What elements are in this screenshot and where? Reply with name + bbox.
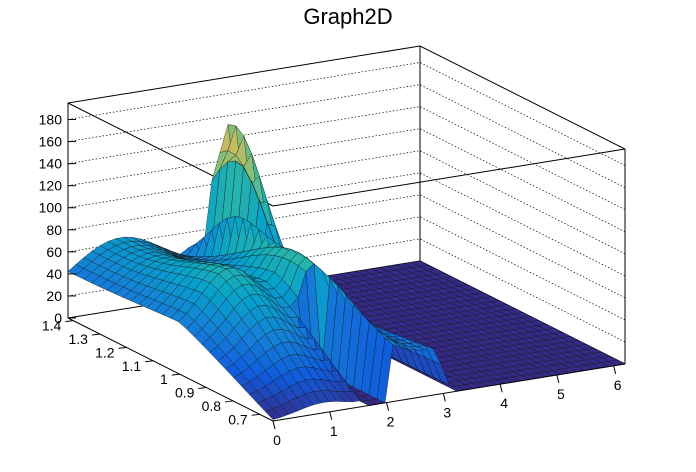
y-tick-label: 1.4 bbox=[42, 318, 62, 334]
y-tick-mark bbox=[225, 400, 234, 403]
x-tick-mark bbox=[442, 393, 446, 402]
x-tick-mark bbox=[499, 384, 503, 393]
x-tick-mark bbox=[329, 411, 333, 420]
x-tick-label: 5 bbox=[557, 386, 565, 402]
y-tick-mark bbox=[65, 320, 74, 323]
x-tick-label: 6 bbox=[614, 377, 622, 393]
y-tick-mark bbox=[118, 346, 127, 349]
z-tick-label: 40 bbox=[46, 266, 62, 282]
y-axis-line bbox=[67, 317, 274, 422]
z-tick-label: 180 bbox=[39, 112, 63, 128]
x-tick-label: 0 bbox=[273, 432, 281, 448]
y-tick-label: 0.8 bbox=[202, 398, 222, 414]
y-tick-label: 0.7 bbox=[228, 411, 248, 427]
x-tick-label: 4 bbox=[500, 395, 508, 411]
y-axis-ticks: 0.7 0.8 0.9 1 1.1 1.2 1.3 1.4 bbox=[42, 318, 260, 427]
chart-title: Graph2D bbox=[303, 4, 393, 29]
x-axis-ticks: 0 1 2 3 4 5 6 bbox=[272, 365, 622, 448]
y-tick-label: 1.2 bbox=[95, 344, 115, 360]
x-tick-label: 2 bbox=[387, 414, 395, 430]
y-tick-mark bbox=[91, 333, 101, 336]
z-tick-label: 100 bbox=[39, 200, 63, 216]
z-axis-ticks: 0 20 40 60 80 100 120 140 160 180 bbox=[39, 112, 76, 326]
y-tick-mark bbox=[251, 413, 260, 416]
z-tick-label: 20 bbox=[46, 288, 62, 304]
z-tick-label: 60 bbox=[46, 244, 62, 260]
y-tick-label: 1 bbox=[160, 371, 168, 387]
y-tick-mark bbox=[198, 387, 207, 390]
surface-mesh bbox=[67, 124, 626, 420]
z-tick-label: 0 bbox=[54, 310, 62, 326]
z-tick-label: 140 bbox=[39, 156, 63, 172]
top-front-edge bbox=[272, 148, 626, 207]
z-tick-label: 80 bbox=[46, 222, 62, 238]
y-tick-mark bbox=[171, 373, 180, 376]
y-tick-mark bbox=[145, 360, 154, 363]
x-axis-line bbox=[272, 363, 626, 422]
z-tick-label: 160 bbox=[39, 134, 63, 150]
x-tick-label: 1 bbox=[330, 423, 338, 439]
y-tick-label: 0.9 bbox=[175, 385, 195, 401]
front-frame bbox=[67, 103, 626, 422]
y-tick-label: 1.1 bbox=[122, 358, 142, 374]
x-tick-label: 3 bbox=[443, 404, 451, 420]
y-tick-label: 1.3 bbox=[68, 331, 88, 347]
x-tick-mark bbox=[613, 365, 617, 374]
z-tick-label: 120 bbox=[39, 178, 63, 194]
x-tick-mark bbox=[556, 374, 560, 384]
x-tick-mark bbox=[386, 402, 390, 411]
x-tick-mark bbox=[272, 420, 276, 430]
